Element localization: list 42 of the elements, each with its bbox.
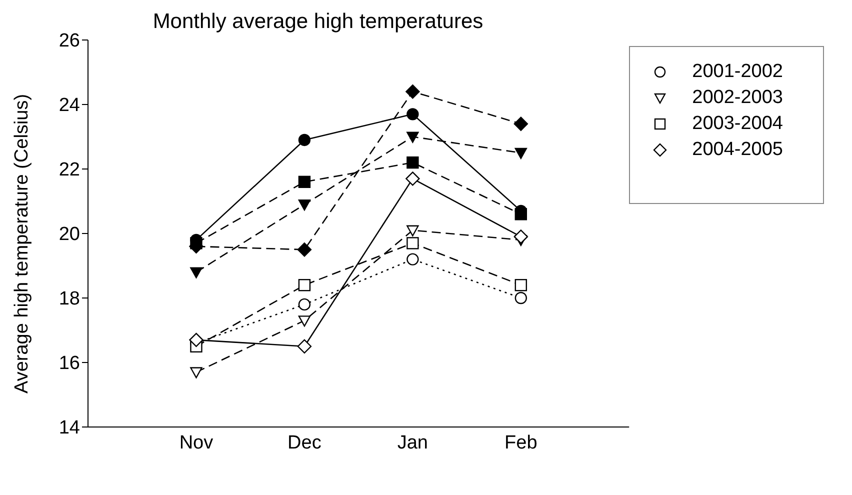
point xyxy=(514,292,527,304)
point xyxy=(514,230,528,244)
point xyxy=(298,199,311,211)
y-axis-title: Average high temperature (Celsius) xyxy=(12,94,33,394)
point xyxy=(406,84,420,99)
point xyxy=(406,225,419,236)
point xyxy=(298,176,311,188)
point xyxy=(514,148,527,159)
chart-title: Monthly average high temperatures xyxy=(152,10,484,34)
point xyxy=(298,316,311,327)
point xyxy=(406,172,420,186)
point xyxy=(514,208,527,220)
y-tick-label: 22 xyxy=(58,160,80,181)
point xyxy=(514,116,528,131)
x-tick-label: Nov xyxy=(179,432,214,454)
y-tick-label: 20 xyxy=(58,224,80,246)
point xyxy=(406,156,419,169)
point xyxy=(298,298,311,311)
point xyxy=(297,242,312,257)
y-tick-label: 16 xyxy=(58,353,80,374)
y-tick-label: 18 xyxy=(58,288,80,310)
legend-label: 2004-2005 xyxy=(692,139,783,161)
x-tick-label: Dec xyxy=(288,432,322,454)
legend-label: 2003-2004 xyxy=(692,113,783,135)
point xyxy=(298,134,311,146)
legend-label: 2001-2002 xyxy=(692,61,783,83)
y-tick-label: 24 xyxy=(58,95,80,116)
point xyxy=(406,108,419,120)
point xyxy=(406,237,419,250)
point xyxy=(297,339,312,354)
point xyxy=(189,332,204,348)
point xyxy=(406,132,419,143)
y-tick-label: 26 xyxy=(58,30,80,52)
x-tick-label: Jan xyxy=(397,432,428,454)
point xyxy=(190,367,202,378)
y-tick-label: 14 xyxy=(58,418,80,439)
point xyxy=(298,279,311,292)
x-tick-label: Feb xyxy=(504,432,538,454)
legend-label: 2002-2003 xyxy=(692,87,783,109)
point xyxy=(190,267,202,278)
point xyxy=(514,279,527,292)
point xyxy=(406,253,419,266)
